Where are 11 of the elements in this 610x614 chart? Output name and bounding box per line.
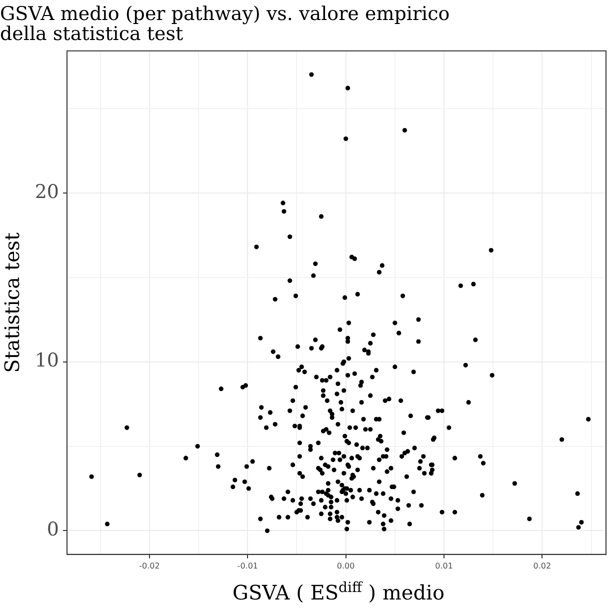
x-tick-label: -0.02 [139,561,160,570]
x-tick-label: -0.01 [237,561,258,570]
y-axis-title: Statistica test [0,232,24,373]
y-tick-label: 10 [34,350,59,372]
y-tick-label: 0 [46,518,59,541]
x-tick-label: 0.01 [435,561,453,570]
chart-title: GSVA medio (per pathway) vs. valore empirico della statistica test [0,2,450,45]
x-axis-title: GSVA ( ES$^{diff}$ ) medio [232,580,446,605]
x-tick-label: 0.00 [336,561,355,570]
x-tick-label: 0.02 [533,561,552,570]
y-tick-label: 20 [34,180,59,203]
